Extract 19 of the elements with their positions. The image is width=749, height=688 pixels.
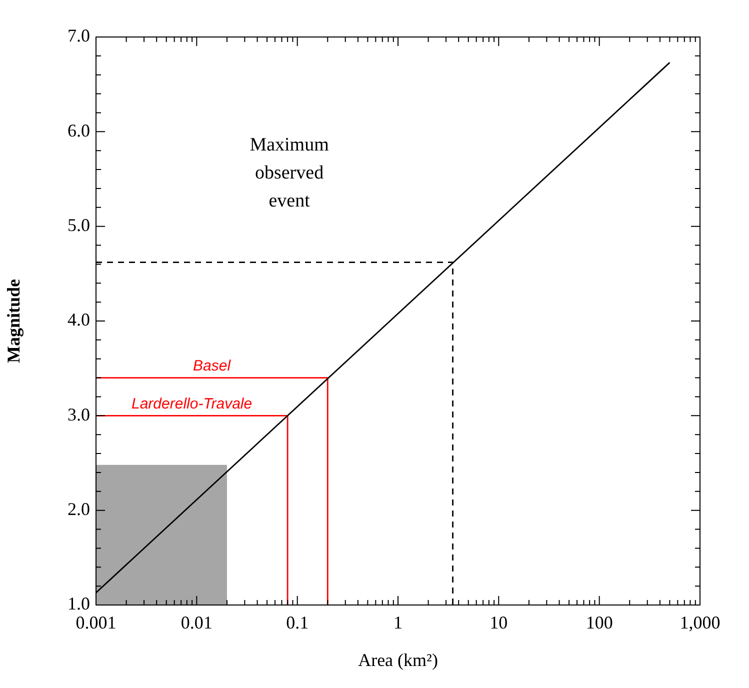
x-tick-label: 1 bbox=[394, 612, 402, 633]
annotation: Maximum observed event bbox=[250, 134, 330, 212]
y-tick-label: 2.0 bbox=[68, 499, 90, 520]
x-tick-label: 0.001 bbox=[76, 612, 116, 633]
x-tick-label: 1,000 bbox=[680, 612, 720, 633]
x-axis-title: Area (km²) bbox=[358, 650, 438, 670]
series-label: Larderello-Travale bbox=[131, 395, 252, 412]
y-tick-label: 1.0 bbox=[68, 594, 90, 614]
x-tick-label: 10 bbox=[490, 612, 508, 633]
y-tick-label: 7.0 bbox=[68, 26, 90, 46]
y-tick-label: 3.0 bbox=[68, 404, 90, 424]
x-tick-label: 0.01 bbox=[180, 612, 212, 633]
x-tick-label: 100 bbox=[586, 612, 613, 633]
series-label: Basel bbox=[193, 357, 232, 374]
y-axis-title: Magnitude bbox=[3, 278, 24, 364]
y-tick-label: 5.0 bbox=[68, 215, 90, 236]
x-tick-label: 0.1 bbox=[286, 612, 309, 633]
y-tick-label: 6.0 bbox=[68, 120, 90, 140]
y-tick-label: 4.0 bbox=[68, 310, 90, 330]
